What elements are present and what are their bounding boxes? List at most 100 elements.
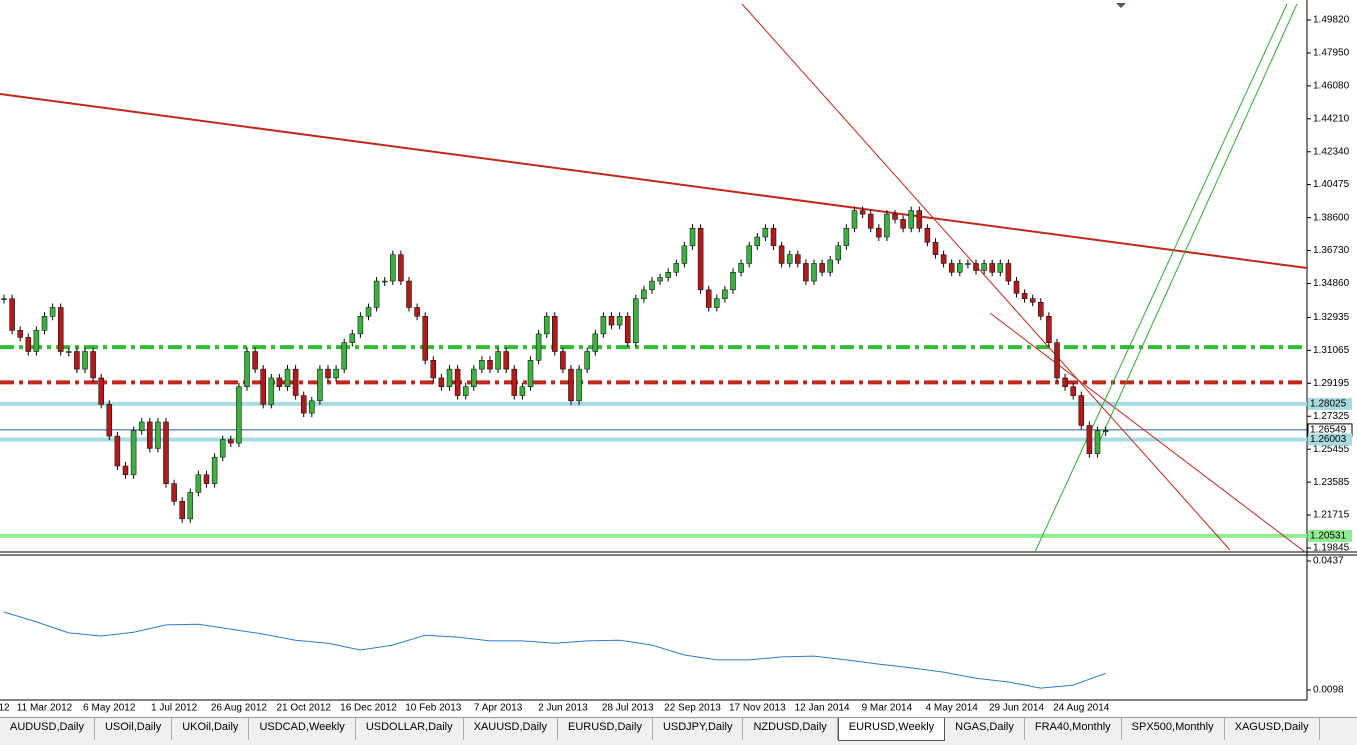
candle bbox=[795, 254, 801, 264]
candle bbox=[1086, 425, 1093, 454]
indicator-line bbox=[3, 611, 1106, 689]
candle bbox=[244, 351, 250, 387]
candle bbox=[187, 492, 194, 520]
tab[interactable]: XAUUSD,Daily bbox=[464, 718, 558, 740]
y-tick-label: 1.19845 bbox=[1313, 543, 1350, 554]
trend-lines bbox=[0, 3, 1308, 553]
x-tick-label: 6 May 2012 bbox=[83, 703, 136, 714]
candle bbox=[786, 254, 793, 264]
y-tick-label: 1.46080 bbox=[1313, 81, 1350, 92]
level-label-box bbox=[1308, 433, 1352, 446]
candle bbox=[219, 439, 226, 458]
candle bbox=[479, 360, 485, 370]
tab[interactable]: USDOLLAR,Daily bbox=[356, 718, 464, 740]
candle bbox=[884, 213, 890, 238]
candle bbox=[1046, 316, 1052, 343]
candle bbox=[122, 465, 129, 476]
candle bbox=[908, 210, 914, 229]
candle bbox=[406, 280, 412, 308]
trend-line bbox=[1099, 3, 1298, 441]
tab[interactable]: USDCAD,Weekly bbox=[249, 718, 356, 740]
candle bbox=[422, 316, 428, 361]
candle bbox=[1038, 301, 1044, 317]
y-tick-label: 1.49820 bbox=[1313, 15, 1350, 26]
candle bbox=[1005, 263, 1012, 282]
y-tick-label: 1.42340 bbox=[1313, 146, 1350, 157]
candle bbox=[965, 263, 971, 265]
candle bbox=[373, 280, 380, 308]
candle bbox=[454, 368, 461, 396]
background bbox=[0, 0, 1357, 717]
x-tick-label: 11 Mar 2012 bbox=[17, 703, 73, 714]
candle bbox=[414, 307, 420, 317]
candle bbox=[462, 386, 469, 396]
candle bbox=[17, 330, 23, 338]
candle bbox=[867, 213, 874, 229]
candle bbox=[957, 263, 963, 273]
candle bbox=[681, 245, 688, 264]
candle bbox=[357, 316, 364, 335]
candle bbox=[381, 280, 388, 283]
y-tick-label: 1.23585 bbox=[1313, 477, 1350, 488]
tab[interactable]: USDJPY,Daily bbox=[653, 718, 744, 740]
candle bbox=[211, 456, 218, 484]
x-tick-label: 2 Jun 2013 bbox=[538, 703, 588, 714]
level-label: 1.26003 bbox=[1310, 434, 1347, 445]
candle bbox=[1102, 430, 1109, 433]
candle bbox=[1054, 342, 1060, 379]
level-label: 1.20531 bbox=[1310, 531, 1347, 542]
candle bbox=[616, 316, 623, 326]
candle bbox=[325, 368, 331, 379]
candle bbox=[471, 368, 477, 387]
candle bbox=[155, 421, 161, 449]
candle bbox=[1070, 386, 1076, 396]
candle bbox=[284, 368, 291, 387]
tab[interactable]: SPX500,Monthly bbox=[1122, 718, 1225, 740]
tab[interactable]: XAGUSD,Daily bbox=[1225, 718, 1320, 740]
tab[interactable]: USOil,Daily bbox=[95, 718, 173, 740]
candle bbox=[163, 421, 169, 484]
candle bbox=[697, 227, 704, 291]
candle bbox=[203, 474, 210, 484]
candle bbox=[608, 316, 615, 326]
candle bbox=[90, 351, 96, 379]
candle bbox=[811, 263, 817, 282]
candle bbox=[74, 351, 80, 370]
x-tick-label: 21 Oct 2012 bbox=[276, 703, 331, 714]
candle bbox=[989, 263, 995, 273]
y-tick-label: 0.0437 bbox=[1313, 556, 1344, 567]
candle bbox=[714, 298, 720, 308]
candle bbox=[49, 307, 56, 317]
candle bbox=[843, 227, 850, 247]
tab[interactable]: NZDUSD,Daily bbox=[743, 718, 838, 740]
candle bbox=[9, 298, 15, 331]
tab[interactable]: EURUSD,Daily bbox=[558, 718, 653, 740]
candle bbox=[1021, 293, 1028, 299]
tab[interactable]: FRA40,Monthly bbox=[1025, 718, 1122, 740]
candle bbox=[300, 395, 307, 414]
candle bbox=[624, 316, 631, 343]
candle bbox=[527, 360, 534, 387]
candle bbox=[333, 368, 339, 379]
candle bbox=[519, 386, 526, 396]
y-tick-label: 1.40475 bbox=[1313, 179, 1350, 190]
y-tick-label: 1.29195 bbox=[1313, 378, 1350, 389]
candle bbox=[41, 316, 48, 331]
tab[interactable]: NGAS,Daily bbox=[945, 718, 1025, 740]
level-label: 1.26549 bbox=[1310, 425, 1347, 436]
candle bbox=[138, 421, 145, 432]
candle bbox=[57, 307, 64, 352]
candle bbox=[649, 280, 655, 291]
tab[interactable]: EURUSD,Weekly bbox=[837, 718, 946, 741]
x-tick-label: 24 Aug 2014 bbox=[1053, 703, 1110, 714]
candle bbox=[114, 435, 121, 467]
candle bbox=[487, 360, 493, 370]
candle bbox=[25, 337, 32, 352]
tab[interactable]: UKOil,Daily bbox=[172, 718, 250, 740]
tab[interactable]: AUDUSD,Daily bbox=[0, 718, 95, 740]
candle bbox=[981, 263, 987, 271]
shift-marker bbox=[1116, 3, 1126, 8]
candle bbox=[309, 400, 315, 414]
candle bbox=[770, 227, 777, 247]
